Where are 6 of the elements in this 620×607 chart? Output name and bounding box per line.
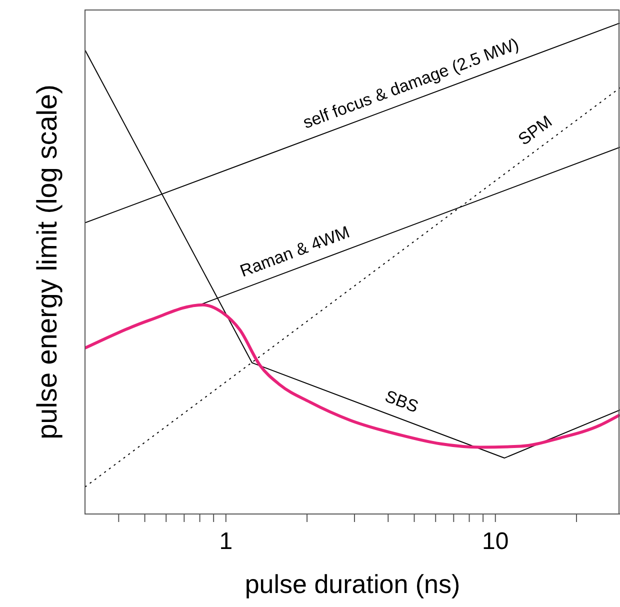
text: SBS	[382, 386, 421, 417]
x-tick-label: 1	[219, 528, 233, 556]
y-axis-title: pulse energy limit (log scale)	[31, 84, 62, 440]
x-tick-label: 10	[482, 528, 509, 556]
x-axis-title: pulse duration (ns)	[244, 569, 460, 599]
text: Raman & 4WM	[238, 222, 352, 281]
